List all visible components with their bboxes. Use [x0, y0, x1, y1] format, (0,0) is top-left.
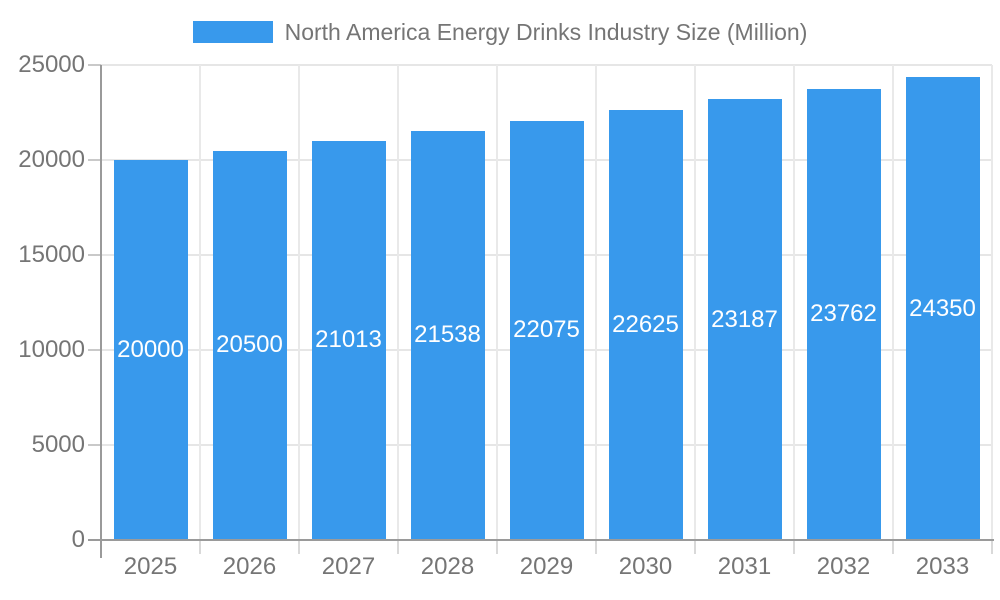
x-tick [694, 541, 696, 554]
v-gridline [793, 65, 795, 540]
v-gridline [595, 65, 597, 540]
x-tick-label: 2025 [123, 553, 178, 580]
bar-value-label: 23762 [810, 300, 877, 328]
bar [608, 110, 683, 540]
bar [212, 150, 287, 540]
y-axis-line [100, 65, 102, 558]
y-tick-label: 20000 [18, 146, 85, 173]
plot-area: 20000 20500 21013 21538 22075 22625 23187 23762… [101, 64, 993, 540]
legend-label: North America Energy Drinks Industry Siz… [284, 18, 808, 45]
y-tick-label: 5000 [31, 431, 85, 458]
v-gridline [496, 65, 498, 540]
x-axis-line [88, 539, 994, 541]
bar-value-label: 20500 [216, 331, 283, 359]
y-tick [88, 254, 101, 256]
bar-value-label: 21013 [315, 326, 382, 354]
bar-value-label: 23187 [711, 305, 778, 333]
x-tick [199, 541, 201, 554]
bar [806, 88, 881, 540]
bar-value-label: 22625 [612, 311, 679, 339]
x-tick-label: 2027 [321, 553, 376, 580]
y-tick-label: 0 [71, 526, 85, 553]
legend-swatch [192, 21, 273, 43]
x-tick [298, 541, 300, 554]
bar [410, 130, 485, 540]
x-tick-label: 2033 [915, 553, 970, 580]
x-tick [793, 541, 795, 554]
x-tick [991, 541, 993, 554]
bar-value-label: 21538 [414, 321, 481, 349]
bar-value-label: 24350 [909, 294, 976, 322]
v-gridline [892, 65, 894, 540]
bar [113, 160, 188, 540]
v-gridline [397, 65, 399, 540]
x-tick [397, 541, 399, 554]
x-tick-label: 2031 [717, 553, 772, 580]
v-gridline [694, 65, 696, 540]
x-tick-label: 2029 [519, 553, 574, 580]
bar [509, 120, 584, 540]
x-tick-label: 2030 [618, 553, 673, 580]
bar [905, 77, 980, 540]
bar [707, 99, 782, 540]
v-gridline [298, 65, 300, 540]
bar-value-label: 22075 [513, 316, 580, 344]
bar [311, 140, 386, 540]
legend: North America Energy Drinks Industry Siz… [0, 18, 1000, 45]
v-gridline [199, 65, 201, 540]
h-gridline [101, 64, 992, 66]
y-tick [88, 444, 101, 446]
x-tick [595, 541, 597, 554]
v-gridline [991, 65, 993, 540]
x-tick-label: 2032 [816, 553, 871, 580]
x-tick [892, 541, 894, 554]
y-tick-label: 10000 [18, 336, 85, 363]
x-tick-label: 2026 [222, 553, 277, 580]
bar-value-label: 20000 [117, 336, 184, 363]
x-tick-label: 2028 [420, 553, 475, 580]
y-tick-label: 15000 [18, 241, 85, 268]
x-tick [496, 541, 498, 554]
y-tick-label: 25000 [18, 51, 85, 78]
y-tick [88, 159, 101, 161]
y-tick [88, 349, 101, 351]
y-tick [88, 64, 101, 66]
